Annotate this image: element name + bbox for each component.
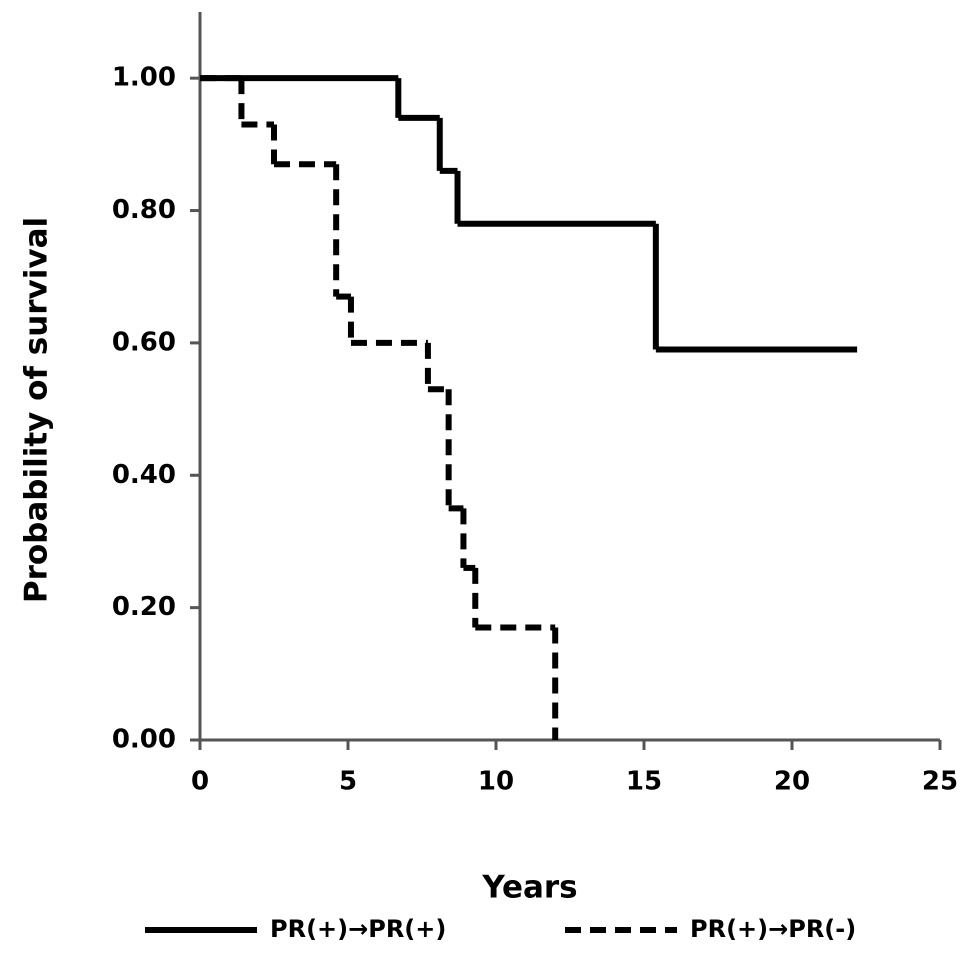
x-tick-label: 5 <box>339 767 357 797</box>
x-tick-label: 10 <box>478 767 514 797</box>
y-axis-title: Probability of survival <box>19 217 55 603</box>
legend-label: PR(+)→PR(-) <box>690 915 856 943</box>
y-tick-label: 1.00 <box>112 63 176 93</box>
x-tick-label: 15 <box>626 767 662 797</box>
y-tick-label: 0.00 <box>112 725 176 755</box>
y-tick-label: 0.20 <box>112 592 176 622</box>
legend-label: PR(+)→PR(+) <box>270 915 446 943</box>
x-axis-title: Years <box>481 870 577 906</box>
y-tick-label: 0.60 <box>112 327 176 357</box>
x-tick-label: 0 <box>191 767 209 797</box>
x-tick-label: 25 <box>922 767 958 797</box>
y-tick-label: 0.40 <box>112 460 176 490</box>
x-tick-label: 20 <box>774 767 810 797</box>
y-tick-label: 0.80 <box>112 195 176 225</box>
